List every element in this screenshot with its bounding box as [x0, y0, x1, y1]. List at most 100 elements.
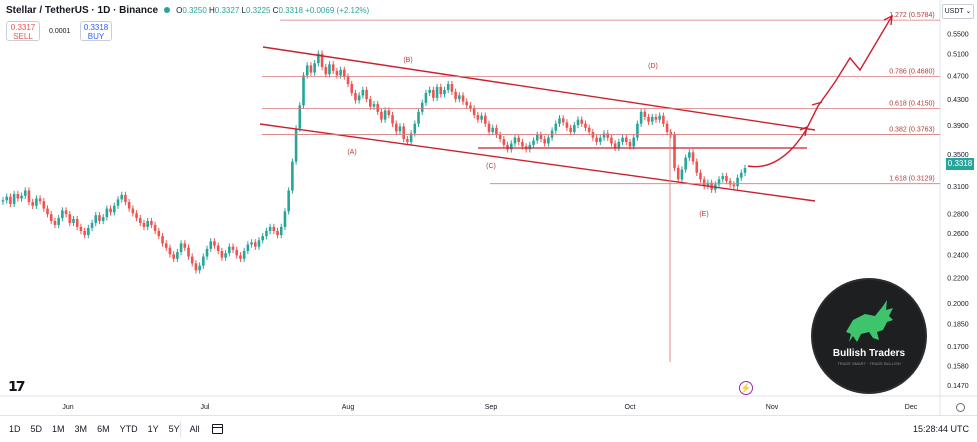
candle-body: [476, 115, 480, 120]
candle-body: [9, 196, 12, 204]
candle-body: [309, 65, 313, 73]
price-scale[interactable]: [940, 0, 977, 415]
utc-clock[interactable]: 15:28:44 UTC: [912, 424, 969, 434]
candle-body: [495, 127, 498, 135]
settings-gear-icon[interactable]: [956, 403, 965, 412]
wave-label: (A): [347, 149, 356, 156]
candle-body: [23, 190, 27, 196]
candle-body: [335, 70, 339, 76]
candle-body: [20, 195, 23, 199]
candle-body: [198, 265, 201, 271]
candle-body: [736, 177, 739, 187]
candle-body: [350, 84, 354, 93]
fib-level-label: 1.618 (0.3129): [889, 176, 935, 183]
candle-body: [573, 125, 576, 132]
candle-body: [665, 123, 669, 132]
logo-subtitle: TRADE SMART · TRADE BULLISH: [837, 361, 901, 366]
candle-body: [450, 84, 454, 92]
candle-body: [558, 118, 561, 124]
range-5y[interactable]: 5Y: [168, 424, 180, 434]
candle-body: [584, 123, 587, 128]
candle-body: [98, 215, 101, 221]
range-3m[interactable]: 3M: [74, 424, 88, 434]
candle-body: [35, 198, 38, 206]
candle-body: [472, 108, 476, 116]
candle-body: [506, 144, 509, 150]
candle-body: [1, 200, 5, 202]
candle-body: [606, 133, 610, 138]
candle-body: [432, 89, 435, 98]
symbol-legend[interactable]: Stellar / TetherUS · 1D · Binance O0.325…: [6, 3, 369, 17]
candle-body: [294, 128, 298, 162]
candle-body: [190, 256, 194, 264]
candle-body: [127, 202, 131, 209]
candle-body: [12, 194, 16, 204]
logo-title: Bullish Traders: [832, 348, 906, 359]
price-tick-label: 0.1850: [947, 322, 969, 329]
candle-body: [680, 169, 684, 180]
candle-body: [272, 226, 276, 231]
sell-button[interactable]: 0.3317 SELL: [6, 21, 40, 41]
range-1d[interactable]: 1D: [9, 424, 21, 434]
candle-body: [224, 253, 227, 258]
candle-body: [172, 254, 175, 259]
candle-body: [480, 115, 483, 120]
candle-body: [116, 199, 120, 206]
candle-body: [673, 134, 676, 168]
lightning-alert-icon[interactable]: ⚡: [739, 381, 753, 395]
candle-body: [624, 137, 628, 142]
candle-body: [87, 227, 90, 236]
range-6m[interactable]: 6M: [97, 424, 110, 434]
candle-body: [458, 95, 461, 100]
fib-level-label: 1.272 (0.5784): [889, 12, 935, 19]
buy-button[interactable]: 0.3318 BUY: [80, 21, 112, 41]
price-tick-label: 0.2600: [947, 231, 969, 238]
range-5d[interactable]: 5D: [30, 424, 43, 434]
candle-body: [235, 249, 239, 256]
candle-body: [153, 224, 157, 231]
candle-body: [146, 220, 149, 227]
price-axis-labels: 0.5500 0.5100 0.4700 0.4300 0.3900 0.3500 0.31…: [947, 32, 969, 390]
price-tick-label: 0.2800: [947, 211, 969, 218]
candle-body: [16, 194, 20, 199]
candle-body: [357, 95, 361, 101]
candle-body: [725, 176, 728, 182]
candle-body: [150, 220, 153, 225]
candle-body: [721, 176, 725, 180]
time-tick-label: Sep: [485, 404, 498, 411]
candle-body: [324, 67, 328, 75]
candle-body: [569, 127, 572, 132]
candle-body: [688, 152, 691, 158]
candle-body: [402, 126, 405, 140]
candle-body: [554, 123, 558, 131]
range-1y[interactable]: 1Y: [147, 424, 159, 434]
candle-body: [580, 119, 584, 124]
symbol-title[interactable]: Stellar / TetherUS · 1D · Binance: [6, 4, 159, 16]
candle-body: [46, 208, 49, 215]
range-all[interactable]: All: [189, 424, 200, 434]
candle-body: [372, 104, 376, 107]
drawing-layer[interactable]: 1.272 (0.5784) 0.786 (0.4680) 0.618 (0.415…: [259, 12, 940, 362]
candle-body: [161, 236, 164, 244]
candle-body: [72, 219, 75, 223]
candle-body: [90, 222, 94, 228]
candle-body: [502, 139, 506, 145]
range-ytd[interactable]: YTD: [119, 424, 138, 434]
candle-body: [650, 117, 654, 122]
bullish-traders-logo: Bullish Traders TRADE SMART · TRADE BULL…: [813, 280, 925, 392]
candle-body: [406, 139, 409, 142]
candle-body: [283, 211, 287, 227]
bull-icon: [846, 300, 893, 342]
tradingview-logo-icon[interactable]: 𝟭𝟳: [8, 378, 26, 394]
currency-dropdown[interactable]: USDT ⌄: [942, 4, 974, 19]
candle-body: [27, 190, 31, 203]
price-tick-label: 0.1700: [947, 344, 969, 351]
candle-body: [647, 117, 650, 122]
candlestick-series: [1, 50, 747, 274]
candle-body: [443, 89, 446, 95]
calendar-icon[interactable]: [211, 424, 223, 434]
candle-body: [728, 181, 732, 185]
price-tick-label: 0.1580: [947, 364, 969, 371]
range-1m[interactable]: 1M: [52, 424, 65, 434]
